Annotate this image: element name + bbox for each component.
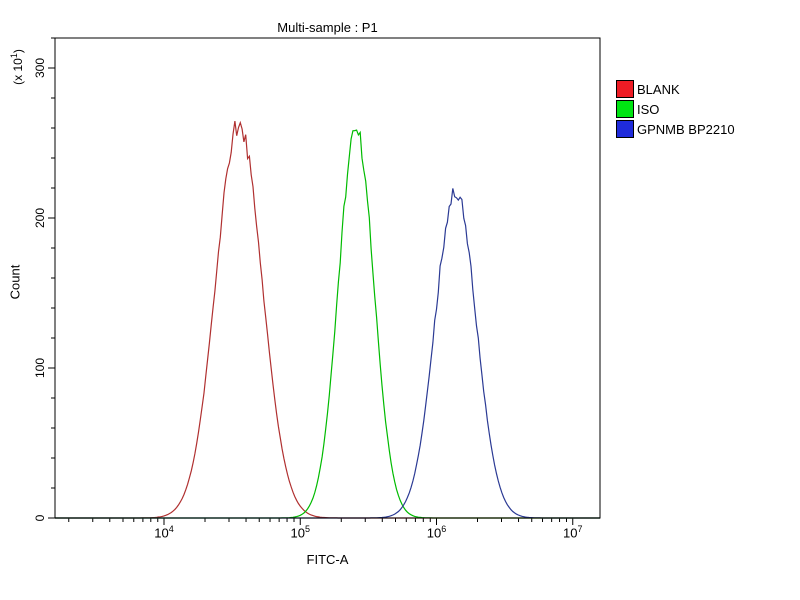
y-tick-label: 100	[33, 358, 47, 378]
y-tick-label: 200	[33, 208, 47, 228]
legend-label: GPNMB BP2210	[637, 121, 735, 137]
legend-label: ISO	[637, 101, 660, 117]
series-curve-iso	[55, 129, 600, 519]
legend: BLANK ISO GPNMB BP2210	[616, 80, 735, 138]
x-axis-label: FITC-A	[306, 552, 349, 567]
series-curve-blank	[55, 120, 600, 519]
x-axis-ticks	[68, 518, 574, 525]
series-curve-gpnmb-bp2210	[55, 188, 600, 519]
legend-item: BLANK	[616, 80, 735, 98]
legend-item: GPNMB BP2210	[616, 120, 735, 138]
y-tick-label: 300	[33, 58, 47, 78]
legend-swatch	[616, 120, 634, 138]
plot-border	[54, 37, 601, 519]
chart-title: Multi-sample : P1	[277, 20, 378, 35]
y-axis-ticks	[48, 37, 55, 519]
legend-item: ISO	[616, 100, 735, 118]
legend-label: BLANK	[637, 81, 680, 97]
legend-swatch	[616, 80, 634, 98]
legend-swatch	[616, 100, 634, 118]
y-tick-label: 0	[33, 514, 47, 521]
